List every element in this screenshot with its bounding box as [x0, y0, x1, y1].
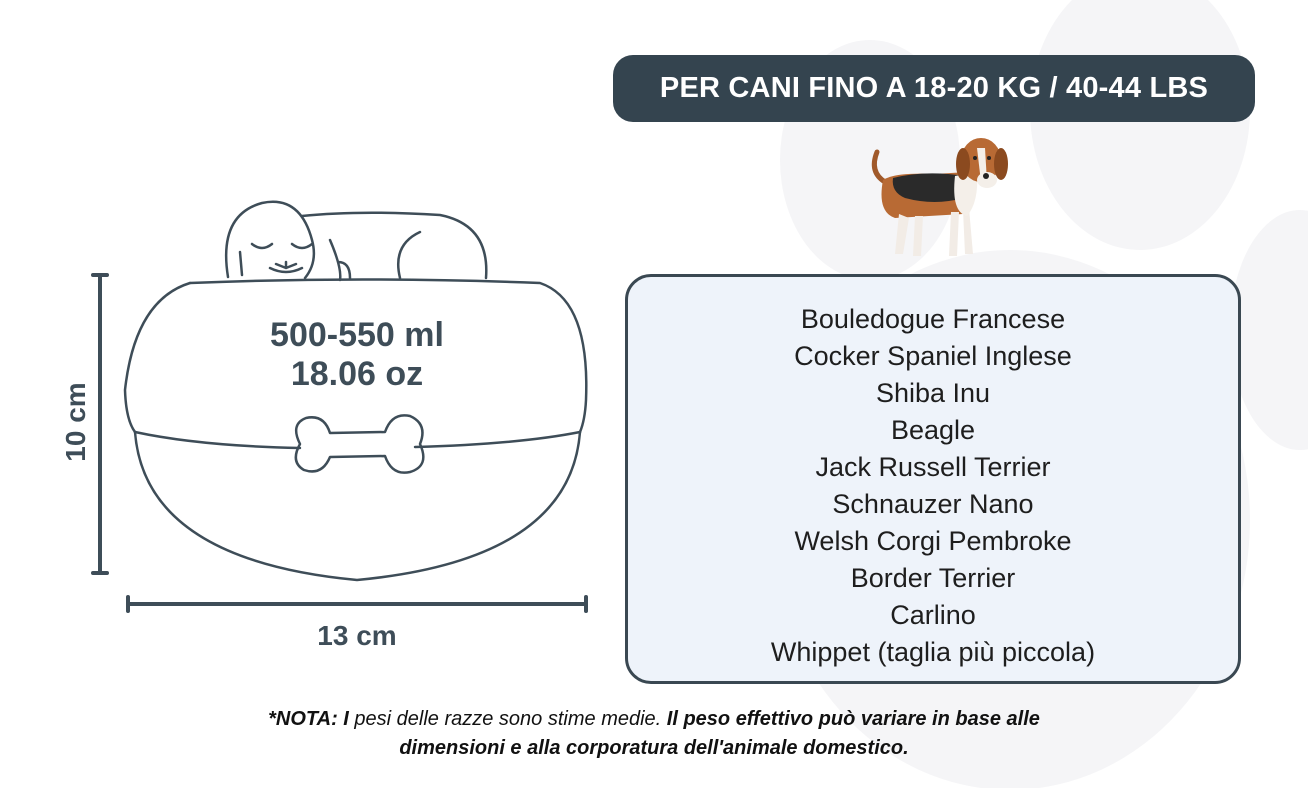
- breed-item: Carlino: [890, 600, 976, 630]
- breed-item: Shiba Inu: [875, 378, 991, 408]
- width-label: 13 cm: [317, 620, 397, 651]
- breed-item: Cocker Spaniel Inglese: [794, 341, 1072, 371]
- weight-badge: PER CANI FINO A 18-20 KG / 40-44 LBS: [613, 55, 1255, 122]
- bone-icon: [294, 414, 425, 474]
- breed-item: Schnauzer Nano: [832, 489, 1034, 519]
- height-label: 10 cm: [60, 382, 91, 462]
- breed-item: Whippet (taglia più piccola): [770, 637, 1096, 667]
- note-suffix: Il peso effettivo può variare in base al…: [399, 708, 1040, 759]
- capacity-ml: 500-550 ml: [270, 316, 444, 354]
- breed-item: Bouledogue Francese: [800, 304, 1066, 334]
- capacity-oz: 18.06 oz: [290, 355, 424, 393]
- beagle-dog-icon: [871, 138, 1008, 256]
- breed-item: Jack Russell Terrier: [815, 452, 1051, 482]
- note-middle: pesi delle razze sono stime medie.: [348, 708, 667, 730]
- breed-list-panel: Bouledogue Francese Cocker Spaniel Ingle…: [625, 274, 1241, 684]
- weight-disclaimer-note: *NOTA: I pesi delle razze sono stime med…: [0, 705, 1308, 763]
- breed-item: Welsh Corgi Pembroke: [794, 526, 1072, 556]
- breed-item: Border Terrier: [850, 563, 1016, 593]
- breed-item: Beagle: [890, 415, 976, 445]
- note-prefix: *NOTA: I: [268, 708, 349, 730]
- sleeping-dog-bowl-icon: [91, 200, 588, 613]
